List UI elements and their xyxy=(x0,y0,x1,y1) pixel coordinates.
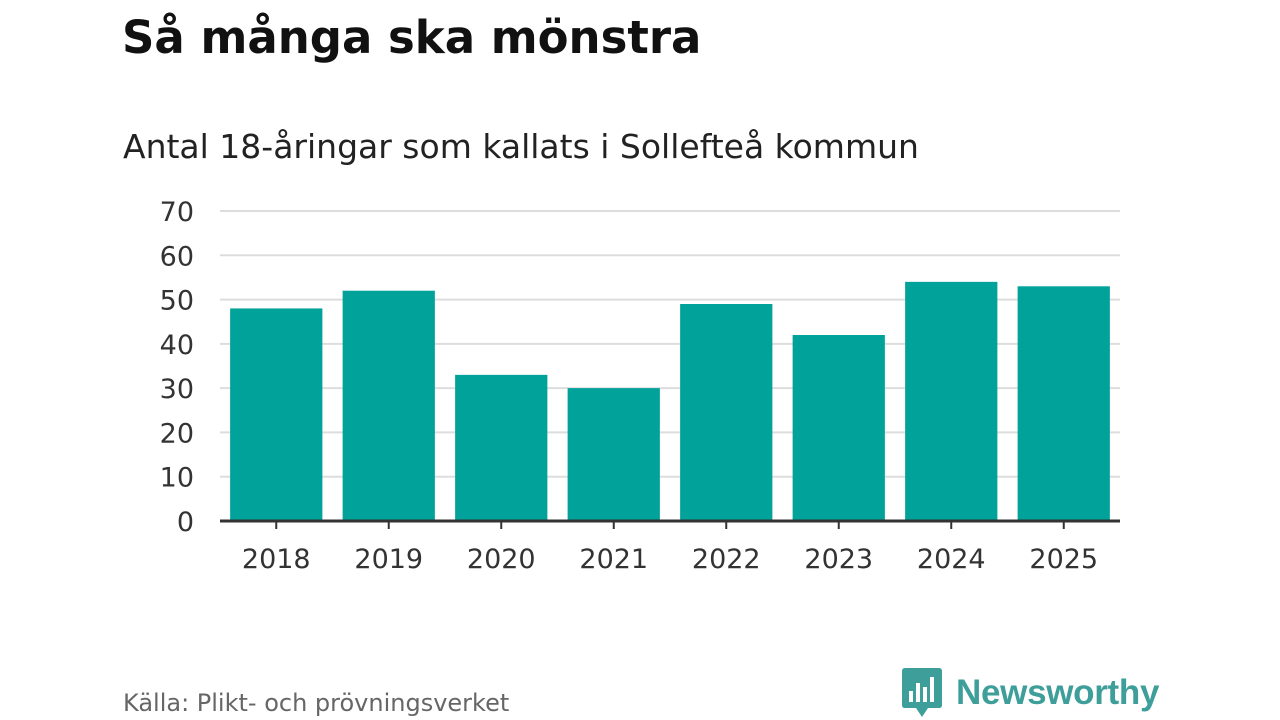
y-tick-label: 50 xyxy=(160,286,194,317)
x-tick-label: 2019 xyxy=(354,544,423,575)
bar-2019 xyxy=(342,290,435,521)
y-tick-label: 10 xyxy=(160,463,194,494)
chart-title: Så många ska mönstra xyxy=(122,11,702,64)
x-tick-label: 2023 xyxy=(804,544,873,575)
bars xyxy=(230,281,1110,521)
brand-name: Newsworthy xyxy=(956,673,1160,712)
bar-2018 xyxy=(230,308,323,521)
source-note: Källa: Plikt- och prövningsverket xyxy=(123,689,510,717)
bar-2020 xyxy=(455,374,548,521)
y-tick-label: 70 xyxy=(160,197,194,228)
y-tick-label: 0 xyxy=(177,507,194,538)
tick-labels: 0 10 20 30 40 50 60 70 2018 2019 2020 2021 2022 2023 2… xyxy=(160,197,1098,575)
y-tick-label: 30 xyxy=(160,374,194,405)
x-tick-label: 2020 xyxy=(467,544,536,575)
bar-2025 xyxy=(1017,286,1110,521)
bar-2024 xyxy=(905,281,998,521)
x-tick-label: 2021 xyxy=(579,544,648,575)
chart-subtitle: Antal 18-åringar som kallats i Sollefteå… xyxy=(123,127,919,166)
bar-chart-speech-bubble-icon xyxy=(902,668,942,717)
bar-2022 xyxy=(680,304,773,521)
y-tick-label: 40 xyxy=(160,330,194,361)
brand-logo[interactable]: Newsworthy xyxy=(902,668,1159,718)
x-tick-label: 2024 xyxy=(917,544,986,575)
x-tick-label: 2018 xyxy=(242,544,311,575)
y-tick-label: 20 xyxy=(160,418,194,449)
bar-2021 xyxy=(567,388,660,521)
bar-2023 xyxy=(792,335,885,521)
y-tick-label: 60 xyxy=(160,241,194,272)
x-tick-label: 2022 xyxy=(692,544,761,575)
axes xyxy=(220,519,1120,529)
x-tick-label: 2025 xyxy=(1029,544,1098,575)
